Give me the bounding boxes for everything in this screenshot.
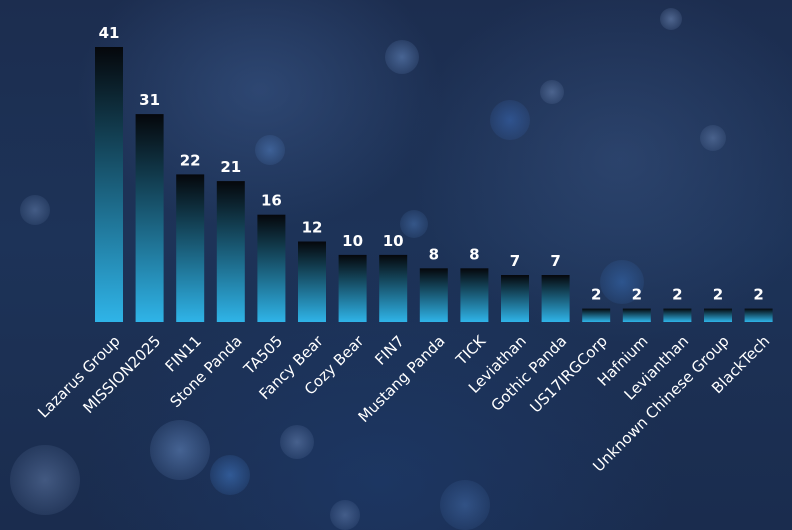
value-label-hafnium: 2 (632, 286, 642, 304)
bar-hafnium (622, 308, 651, 322)
bar-stone-panda (216, 181, 245, 322)
value-label-mission2025: 31 (139, 91, 160, 109)
bar-us17irgcorp (582, 308, 611, 322)
bar-fin11 (176, 174, 205, 322)
value-label-fin7: 10 (383, 232, 404, 250)
value-label-unknown-chinese-group: 2 (713, 286, 723, 304)
value-label-gothic-panda: 7 (550, 252, 560, 270)
bar-fancy-bear (298, 241, 326, 322)
value-label-blacktech: 2 (753, 286, 763, 304)
bar-lazarus-group (95, 47, 123, 322)
bar-leviathan (501, 275, 529, 322)
bar-unknown-chinese-group (704, 308, 732, 322)
category-label-fin7: FIN7 (371, 332, 408, 369)
bar-mission2025 (135, 114, 164, 322)
bar-levianthan (663, 308, 692, 322)
value-label-levianthan: 2 (672, 286, 682, 304)
bar-fin7 (379, 254, 408, 322)
value-label-mustang-panda: 8 (429, 245, 439, 263)
bar-mustang-panda (419, 268, 448, 322)
value-label-leviathan: 7 (510, 252, 520, 270)
value-label-ta505: 16 (261, 192, 282, 210)
category-label-stone-panda: Stone Panda (166, 332, 245, 411)
bar-cozy-bear (338, 254, 367, 322)
value-label-fancy-bear: 12 (302, 219, 323, 237)
bar-ta505 (257, 214, 286, 322)
value-label-fin11: 22 (180, 151, 201, 169)
value-label-lazarus-group: 41 (99, 24, 120, 42)
value-label-us17irgcorp: 2 (591, 286, 601, 304)
bar-gothic-panda (541, 275, 570, 322)
value-label-tick: 8 (469, 245, 479, 263)
value-label-stone-panda: 21 (220, 158, 241, 176)
bar-tick (460, 268, 489, 322)
bars-group (95, 47, 773, 322)
value-label-cozy-bear: 10 (342, 232, 363, 250)
bar-blacktech (744, 308, 773, 322)
